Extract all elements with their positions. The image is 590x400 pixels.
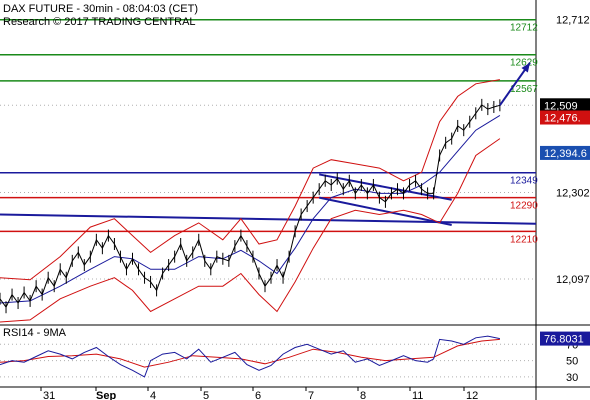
level-label-12349: 12349 bbox=[510, 176, 538, 187]
time-tick-label: 12 bbox=[466, 390, 478, 400]
price-tag-label-moving-average: 12,476. bbox=[544, 113, 581, 125]
chart-title: DAX FUTURE - 30min - 08:04:03 (CET) bbox=[3, 3, 198, 15]
price-tag-moving-average bbox=[540, 110, 590, 125]
rsi-line bbox=[0, 335, 501, 378]
time-tick-label: 8 bbox=[360, 390, 366, 400]
level-label-12567: 12567 bbox=[510, 84, 538, 95]
price-tag-label-indicator: 12,394.6 bbox=[544, 148, 587, 160]
price-line bbox=[0, 104, 501, 309]
price-tick-label: 12,712 bbox=[556, 15, 590, 27]
rsi-value-tag bbox=[540, 331, 590, 346]
chart-subtitle: Research © 2017 TRADING CENTRAL bbox=[3, 16, 196, 28]
bollinger-upper-band bbox=[0, 79, 500, 281]
bollinger-lower-band bbox=[0, 138, 501, 323]
time-tick-label: 31 bbox=[43, 390, 55, 400]
moving-average-line bbox=[0, 114, 501, 304]
time-tick-label: 7 bbox=[308, 390, 314, 400]
triangle-line-1 bbox=[319, 173, 452, 201]
level-label-12210: 12210 bbox=[510, 234, 538, 245]
rsi-tick-label: 50 bbox=[566, 356, 578, 368]
price-tag-current bbox=[540, 98, 590, 113]
rsi-panel-title: RSI14 - 9MA bbox=[3, 327, 67, 339]
projection-arrow-head bbox=[521, 62, 530, 73]
long-trendline bbox=[0, 213, 537, 225]
level-label-12712: 12712 bbox=[510, 23, 538, 34]
price-tag-indicator bbox=[540, 145, 590, 160]
level-label-12290: 12290 bbox=[510, 201, 538, 212]
price-tag-label-current: 12,509 bbox=[544, 100, 578, 112]
time-tick-label: 5 bbox=[203, 390, 209, 400]
rsi-value-tag-label: 76.8031 bbox=[544, 334, 584, 346]
level-label-12629: 12629 bbox=[510, 58, 538, 69]
triangle-line-2 bbox=[318, 196, 452, 227]
price-tick-label: 12,097 bbox=[556, 274, 590, 286]
price-tick-label: 12,302 bbox=[556, 188, 590, 200]
time-tick-label: 4 bbox=[150, 390, 156, 400]
time-tick-label: 6 bbox=[255, 390, 261, 400]
rsi-tick-label: 30 bbox=[566, 372, 578, 384]
time-tick-label: 11 bbox=[412, 390, 423, 400]
rsi-ma-line bbox=[0, 338, 500, 368]
time-tick-label: Sep bbox=[96, 390, 116, 400]
